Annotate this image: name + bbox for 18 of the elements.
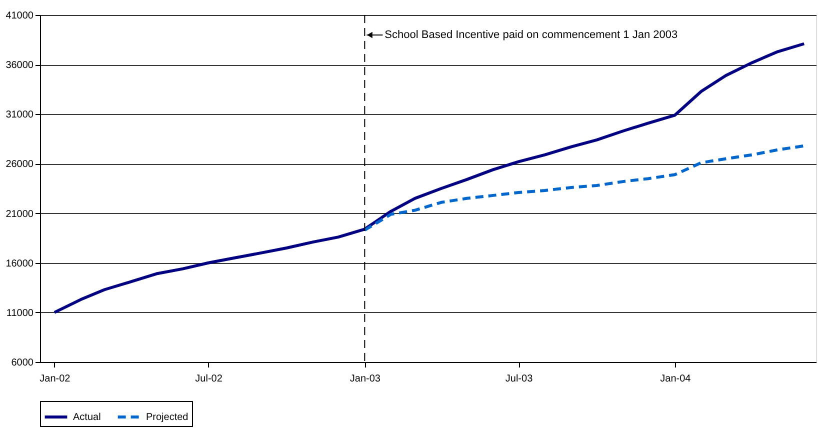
y-tick-label: 6000 bbox=[11, 358, 34, 368]
legend-label: Projected bbox=[146, 412, 188, 423]
y-tick-label: 41000 bbox=[6, 10, 34, 22]
ref-line-label: School Based Incentive paid on commencement 1 Jan 2003 bbox=[384, 29, 678, 41]
legend-label: Actual bbox=[73, 412, 101, 423]
y-tick-label: 11000 bbox=[6, 308, 34, 319]
line-series bbox=[52, 42, 806, 314]
x-tick-label: Jul-03 bbox=[505, 374, 534, 384]
line-series bbox=[363, 144, 806, 232]
y-tick-label: 26000 bbox=[6, 159, 34, 170]
y-tick-label: 21000 bbox=[6, 208, 34, 220]
x-tick-label: Jan-02 bbox=[40, 374, 71, 384]
y-tick-label: 36000 bbox=[6, 60, 34, 72]
y-tick-label: 16000 bbox=[6, 258, 34, 270]
y-tick-label: 31000 bbox=[6, 110, 34, 121]
x-tick-label: Jul-02 bbox=[195, 374, 223, 384]
x-tick-label: Jan-04 bbox=[660, 374, 692, 384]
x-tick-label: Jan-03 bbox=[350, 374, 381, 384]
